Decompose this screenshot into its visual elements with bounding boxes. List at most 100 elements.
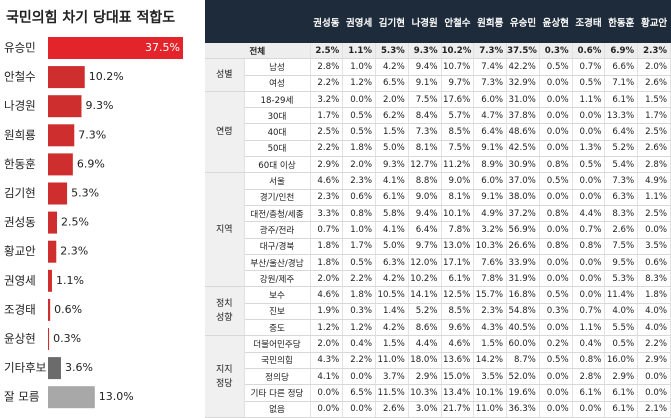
cell: 2.5% [310, 43, 344, 60]
bar [48, 95, 82, 118]
row-label: 부산/울산/경남 [244, 254, 311, 272]
row-label: 경기/인천 [244, 189, 311, 206]
cell: 2.0% [310, 335, 344, 353]
row-label: 18-29세 [244, 91, 311, 109]
column-header: 조경태 [572, 0, 605, 43]
cell: 9.0% [441, 172, 475, 190]
cell: 0.5% [604, 335, 639, 353]
cell: 36.3% [506, 401, 540, 418]
cell: 6.1% [604, 401, 639, 418]
cell: 52.0% [506, 368, 540, 386]
cell: 9.3% [408, 43, 442, 60]
cell: 2.3% [310, 189, 344, 206]
cell: 30.9% [506, 156, 540, 174]
cell: 4.6% [310, 286, 344, 304]
cell: 6.3% [375, 254, 409, 272]
cell: 7.5% [408, 91, 442, 109]
cell: 16.0% [604, 352, 639, 369]
cell: 9.1% [473, 189, 508, 206]
row-label: 대전/충청/세종 [244, 205, 311, 223]
cell: 10.2% [441, 43, 475, 60]
cell: 0.0% [539, 123, 573, 141]
cell: 3.7% [375, 368, 409, 386]
cell: 5.4% [604, 156, 639, 174]
cell: 14.2% [473, 352, 508, 369]
cell: 0.8% [539, 156, 573, 174]
cell: 0.0% [539, 91, 573, 109]
cell: 37.8% [506, 107, 540, 125]
row: 국민의힘 4.3% 2.2% 11.0% 18.0% 13.6% 14.2% 8.7% 0.5%… [205, 352, 671, 369]
cell: 0.5% [539, 58, 573, 76]
row-label: 광주/전라 [244, 221, 311, 239]
cell: 33.9% [506, 254, 540, 272]
row-label: 50대 [244, 140, 311, 158]
cell: 2.8% [572, 368, 606, 386]
chart: 국민의힘 차기 당대표 적합도 유승민 37.5% 안철수 10.2% 나경원 9.3% 원… [4, 9, 183, 409]
cell: 0.0% [637, 221, 671, 239]
row: 여성 2.2% 1.2% 6.5% 9.1% 9.7% 7.3% 32.9% 0.0% 0.5% 7… [205, 75, 671, 92]
row: 40대 2.5% 0.5% 1.5% 7.3% 8.5% 6.4% 48.6% 0.0% 0.0%… [205, 123, 671, 141]
cell: 8.5% [441, 123, 475, 141]
column-header: 유승민 [506, 0, 540, 43]
value-label: 0.6% [54, 303, 82, 316]
cell: 0.3% [539, 303, 573, 321]
cell: 4.1% [310, 368, 344, 386]
category-label: 한동훈 [4, 157, 36, 171]
cell: 3.3% [310, 205, 344, 223]
cell: 1.7% [310, 107, 344, 125]
cell: 0.0% [637, 384, 671, 402]
cell: 0.7% [310, 221, 344, 239]
cell: 7.3% [473, 43, 508, 60]
cell: 60.0% [506, 335, 540, 353]
cell: 3.0% [408, 401, 442, 418]
cell: 13.4% [441, 384, 475, 402]
cell: 2.9% [637, 352, 671, 369]
cell: 0.4% [342, 335, 377, 353]
cell: 0.0% [539, 107, 573, 125]
row: 진보 1.9% 0.3% 1.4% 5.2% 8.5% 2.3% 54.8% 0.3% 0.7% 4… [205, 303, 671, 321]
row-label: 정의당 [244, 368, 311, 386]
cell: 12.5% [441, 286, 475, 304]
cell: 1.5% [375, 123, 409, 141]
cell: 0.0% [539, 401, 573, 418]
cell: 11.4% [604, 286, 639, 304]
cell: 7.8% [473, 270, 508, 288]
cell: 1.2% [342, 75, 377, 92]
cell: 12.0% [408, 254, 442, 272]
cell: 6.4% [408, 221, 442, 239]
cell: 0.0% [572, 401, 606, 418]
cell: 8.8% [408, 172, 442, 190]
row: 대전/충청/세종 3.3% 0.8% 5.8% 9.4% 10.1% 4.9% 37.2% 0.… [205, 205, 671, 223]
cell: 0.7% [572, 58, 606, 76]
cell: 2.6% [604, 221, 639, 239]
cell: 4.0% [604, 303, 639, 321]
cell: 4.1% [375, 221, 409, 239]
cell: 6.6% [604, 58, 639, 76]
cell: 2.0% [342, 156, 377, 174]
cell: 9.5% [604, 254, 639, 272]
column-header: 권영세 [342, 0, 376, 43]
cell: 7.3% [604, 172, 639, 190]
cell: 2.2% [310, 140, 344, 158]
cell: 16.8% [506, 286, 540, 304]
cell: 48.6% [506, 123, 540, 141]
cell: 0.0% [572, 270, 606, 288]
cell: 15.7% [473, 286, 508, 304]
cell: 0.0% [310, 401, 344, 418]
bar [48, 66, 85, 89]
row-label: 30대 [244, 107, 311, 125]
value-label: 3.6% [65, 361, 93, 374]
column-header: 윤상현 [539, 0, 573, 43]
cell: 0.8% [342, 205, 377, 223]
cell: 4.0% [637, 303, 671, 321]
bar [48, 211, 57, 234]
column-header: 나경원 [408, 0, 442, 43]
cell: 2.9% [310, 156, 344, 174]
cell: 0.5% [539, 286, 573, 304]
cell: 0.0% [539, 221, 573, 239]
column-header: 권성동 [310, 0, 343, 43]
row: 광주/전라 0.7% 1.0% 4.1% 6.4% 7.8% 3.2% 56.9% 0.0% 0.… [205, 221, 671, 239]
cell: 10.3% [408, 384, 442, 402]
cell: 4.0% [637, 319, 671, 337]
